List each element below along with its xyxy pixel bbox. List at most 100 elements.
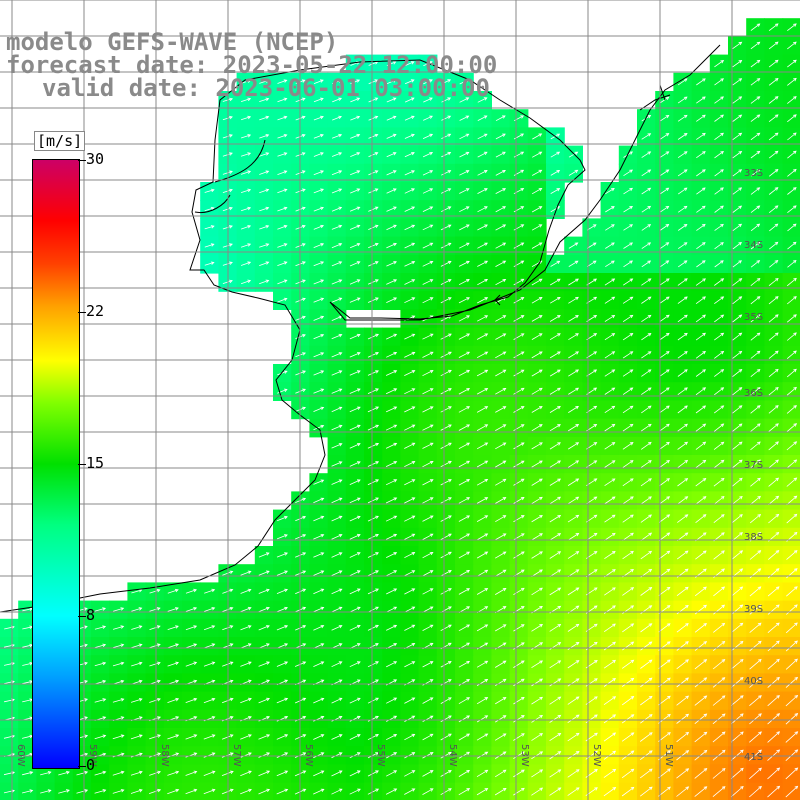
wind-arrow [459, 224, 470, 231]
wind-cell [746, 637, 765, 656]
wind-arrow [130, 734, 143, 740]
lon-label: 56W [303, 744, 314, 767]
wind-cell [491, 600, 511, 620]
wind-cell [400, 491, 420, 511]
wind-arrow [404, 479, 416, 486]
wind-cell [527, 418, 547, 438]
wind-arrow [641, 369, 652, 377]
wind-arrow [368, 261, 379, 267]
wind-arrow [767, 640, 780, 652]
wind-arrow [785, 658, 798, 670]
wind-cell [637, 582, 656, 602]
wind-cell [418, 655, 438, 674]
wind-cell [491, 582, 511, 602]
wind-arrow [567, 551, 580, 559]
wind-cell [582, 455, 602, 474]
wind-cell [527, 273, 547, 292]
wind-cell [600, 436, 620, 456]
wind-arrow [331, 497, 343, 504]
wind-cell [455, 109, 474, 128]
wind-arrow [331, 388, 343, 394]
wind-arrow [568, 369, 580, 377]
wind-cell [691, 182, 711, 201]
wind-cell [527, 637, 547, 656]
wind-cell [764, 764, 784, 784]
wind-arrow [422, 297, 434, 304]
wind-cell [600, 673, 620, 693]
wind-arrow [622, 423, 634, 432]
wind-arrow [167, 788, 180, 795]
wind-arrow [621, 659, 635, 669]
wind-arrow [313, 770, 325, 777]
wind-arrow [313, 115, 324, 121]
wind-arrow [476, 406, 489, 413]
wind-cell [691, 546, 711, 565]
wind-arrow [696, 223, 706, 231]
wind-cell [709, 218, 729, 238]
wind-arrow [494, 715, 507, 723]
wind-cell [709, 145, 729, 165]
wind-cell [436, 345, 456, 365]
wind-cell [491, 509, 511, 529]
wind-arrow [787, 241, 797, 250]
wind-arrow [714, 314, 725, 323]
wind-cell [655, 509, 674, 529]
wind-arrow [276, 588, 288, 594]
wind-arrow [422, 733, 434, 741]
wind-cell [491, 709, 511, 729]
wind-arrow [386, 661, 398, 668]
wind-cell [418, 600, 438, 620]
wind-cell [509, 436, 529, 456]
wind-arrow [750, 187, 761, 195]
wind-cell [637, 637, 656, 656]
wind-arrow [404, 770, 416, 777]
colorbar-tick-line [78, 160, 86, 161]
wind-cell [600, 637, 620, 656]
wind-arrow [549, 714, 562, 723]
wind-arrow [94, 625, 107, 630]
wind-arrow [695, 441, 707, 450]
wind-arrow [714, 151, 724, 159]
wind-cell [728, 91, 747, 110]
wind-arrow [458, 551, 471, 559]
wind-cell [673, 327, 693, 347]
wind-arrow [676, 786, 690, 797]
wind-arrow [787, 114, 797, 123]
wind-arrow [714, 132, 724, 141]
wind-cell [728, 655, 747, 674]
wind-arrow [750, 223, 761, 232]
wind-speed-field [0, 18, 800, 800]
wind-arrow [787, 23, 797, 32]
wind-cell [546, 564, 565, 583]
wind-cell [509, 455, 529, 474]
wind-cell [546, 291, 565, 310]
wind-cell [746, 18, 765, 37]
wind-arrow [494, 678, 507, 687]
wind-arrow [385, 370, 398, 376]
wind-arrow [677, 169, 688, 177]
wind-cell [418, 382, 438, 401]
wind-cell [709, 400, 729, 420]
wind-cell [618, 345, 638, 365]
coastline [0, 44, 721, 613]
wind-cell [637, 455, 656, 474]
wind-cell [418, 273, 438, 292]
wind-cell [455, 618, 474, 638]
wind-arrow [785, 676, 799, 688]
wind-arrow [677, 441, 689, 450]
wind-cell [473, 764, 492, 784]
wind-cell [728, 418, 747, 438]
wind-arrow [768, 96, 779, 104]
wind-cell [564, 473, 583, 492]
wind-cell [546, 418, 565, 438]
wind-cell [418, 291, 438, 310]
wind-arrow [22, 789, 34, 794]
wind-arrow [622, 496, 634, 505]
wind-arrow [422, 406, 434, 413]
wind-arrow [786, 386, 797, 396]
wind-arrow [476, 369, 489, 377]
wind-arrow [768, 114, 779, 123]
wind-cell [473, 200, 492, 219]
wind-arrow [549, 315, 561, 322]
